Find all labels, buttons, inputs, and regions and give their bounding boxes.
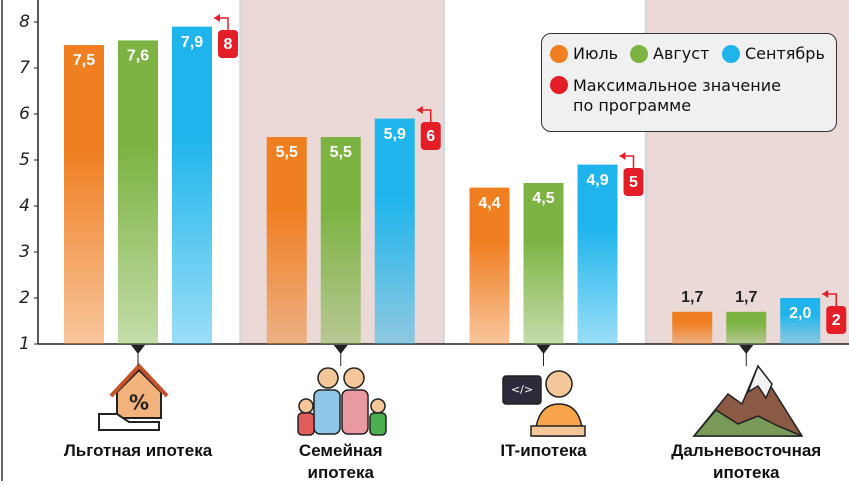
icon-house: % [99,366,167,430]
max-label: 6 [426,128,435,145]
bar [578,165,618,344]
legend-swatch [550,76,568,94]
bar [64,45,104,344]
legend-text: Август [653,44,709,63]
y-tick-label: 4 [19,196,30,216]
value-label: 4,4 [478,195,500,212]
bar [321,137,361,344]
y-tick-label: 1 [19,334,30,354]
y-tick-label: 5 [19,150,30,170]
category-label: Семейная ипотека [281,440,401,484]
legend-text: Максимальное значение по программе [573,76,793,116]
bar [672,312,712,344]
icon-mountain [694,366,802,436]
legend-swatch [722,45,740,63]
svg-text:%: % [129,391,149,415]
y-tick-label: 7 [19,58,30,78]
bar [267,137,307,344]
bar [375,119,415,344]
value-label: 7,6 [127,48,149,65]
category-label: IT-ипотека [444,440,644,462]
y-tick-label: 8 [19,12,30,32]
bar [172,27,212,344]
value-label: 2,0 [789,305,811,322]
value-label: 7,9 [181,34,203,51]
value-label: 7,5 [73,52,95,69]
svg-text:</>: </> [511,383,533,396]
y-tick-label: 3 [19,242,30,262]
max-label: 8 [224,36,233,53]
value-label: 4,9 [586,172,608,189]
value-label: 1,7 [681,289,703,306]
legend-item: Август [630,44,709,63]
icon-it: </> [503,371,585,436]
icons: % </> [99,366,802,436]
icon-family [298,368,386,435]
legend-text: Сентябрь [745,44,825,63]
value-label: 1,7 [735,289,757,306]
legend-item: Максимальное значение по программе [550,76,793,116]
bar [118,40,158,344]
category-label: Дальневосточная ипотека [656,440,836,484]
value-label: 5,5 [330,144,352,161]
max-label: 5 [629,174,638,191]
y-tick-label: 2 [19,288,30,308]
legend-swatch [550,45,568,63]
value-label: 5,9 [384,126,406,143]
legend-swatch [630,45,648,63]
value-label: 4,5 [532,190,554,207]
max-label: 2 [832,312,841,329]
bar [726,312,766,344]
page: % </> 1 2 3 4 5 6 7 8 7,5 7,6 7,9 8 5,5 5,5 5,9 6 4,4 4,5… [0,0,849,481]
legend-text: Июль [573,44,618,63]
value-label: 5,5 [276,144,298,161]
legend-item: Сентябрь [722,44,825,63]
legend-item: Июль [550,44,618,63]
y-tick-label: 6 [19,104,30,124]
category-label: Льготная ипотека [38,440,238,462]
legend: Июль Август Сентябрь Максимальное значение … [541,33,837,132]
